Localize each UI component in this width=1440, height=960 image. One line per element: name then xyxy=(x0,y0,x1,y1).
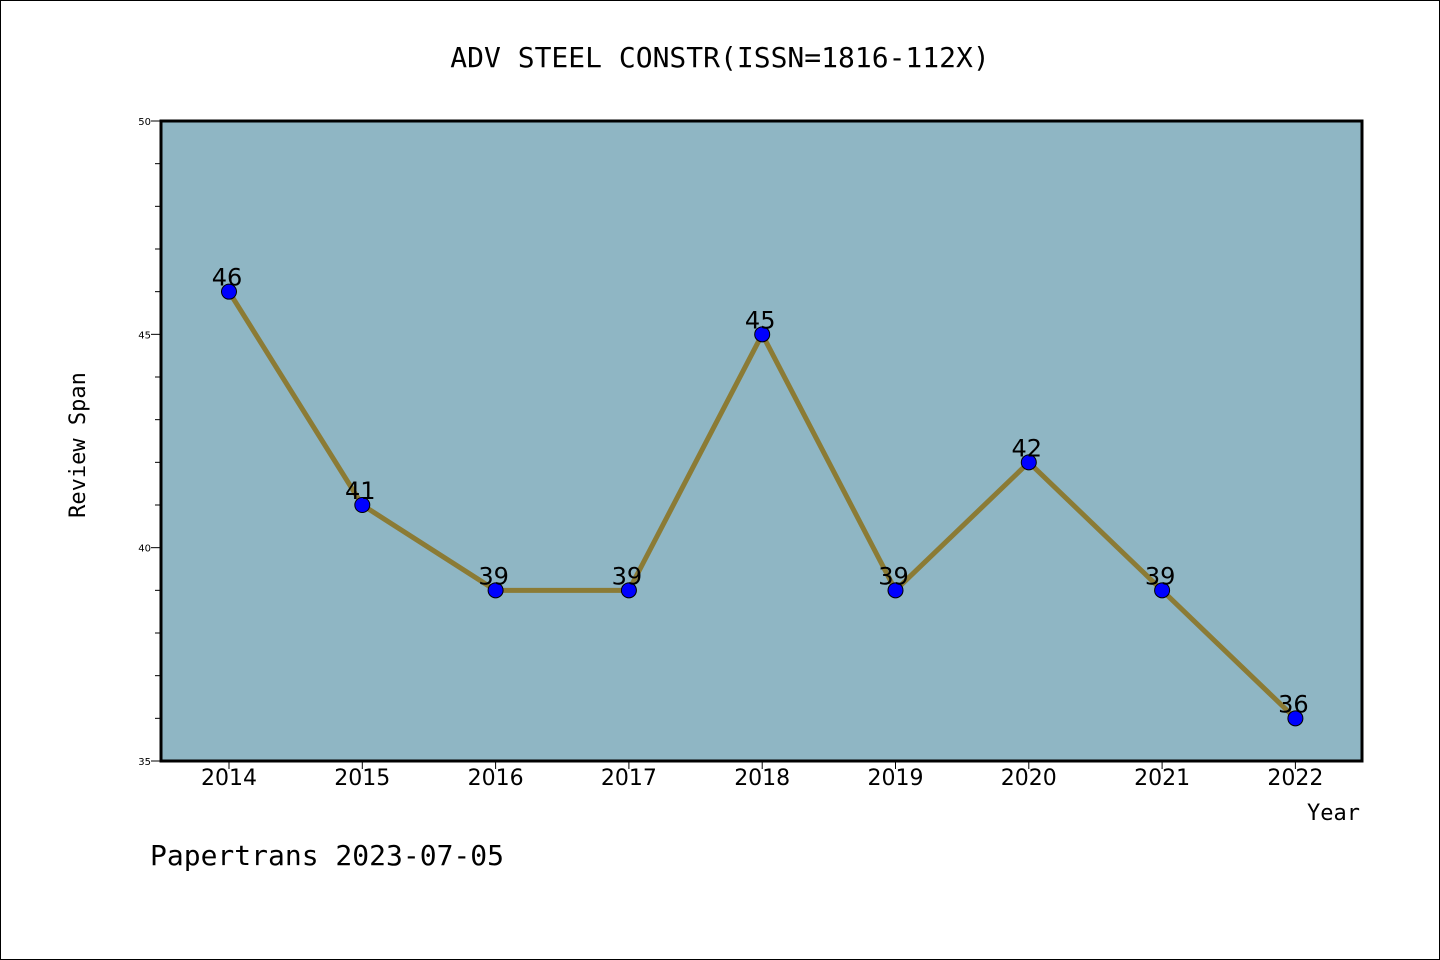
data-label: 39 xyxy=(1145,562,1176,590)
x-tick-label: 2017 xyxy=(601,766,657,791)
x-tick-label: 2016 xyxy=(468,766,524,791)
data-point xyxy=(887,582,904,599)
data-point xyxy=(221,283,237,300)
x-tick-label: 2021 xyxy=(1134,766,1190,791)
data-label: 42 xyxy=(1012,434,1043,462)
y-axis: 35 40 45 50 xyxy=(138,117,161,768)
x-tick-label: 2018 xyxy=(734,766,790,791)
y-tick-label: 50 xyxy=(138,117,151,128)
x-tick-label: 2015 xyxy=(334,766,390,791)
data-label: 39 xyxy=(478,562,509,590)
data-point xyxy=(754,326,771,343)
data-label: 39 xyxy=(878,562,909,590)
data-point xyxy=(620,582,637,599)
x-tick-label: 2014 xyxy=(201,766,257,791)
data-point xyxy=(487,582,504,599)
x-axis-label: Year xyxy=(1307,801,1360,826)
data-point xyxy=(1020,454,1037,471)
x-tick-label: 2019 xyxy=(868,766,924,791)
data-point xyxy=(1154,582,1171,599)
x-axis: 2014 2015 2016 2017 2018 2019 2020 2021 2022 xyxy=(201,761,1323,791)
y-axis-label: Review Span xyxy=(66,372,91,518)
y-tick-label: 45 xyxy=(138,330,151,341)
data-point xyxy=(354,497,371,513)
series-layer: 46 41 39 39 45 39 42 39 36 xyxy=(212,264,1309,727)
chart-title: ADV STEEL CONSTR(ISSN=1816-112X) xyxy=(450,41,989,74)
y-tick-label: 35 xyxy=(138,757,151,768)
data-label: 36 xyxy=(1278,690,1309,718)
data-label: 46 xyxy=(212,264,243,292)
x-tick-label: 2022 xyxy=(1267,766,1323,791)
footer-stamp: Papertrans 2023-07-05 xyxy=(150,839,504,872)
data-label: 39 xyxy=(612,562,643,590)
data-point xyxy=(1287,710,1304,727)
data-label: 41 xyxy=(345,477,376,505)
data-label: 45 xyxy=(745,306,776,334)
x-tick-label: 2020 xyxy=(1001,766,1057,791)
plot-area xyxy=(159,119,1364,763)
y-tick-label: 40 xyxy=(138,544,151,555)
